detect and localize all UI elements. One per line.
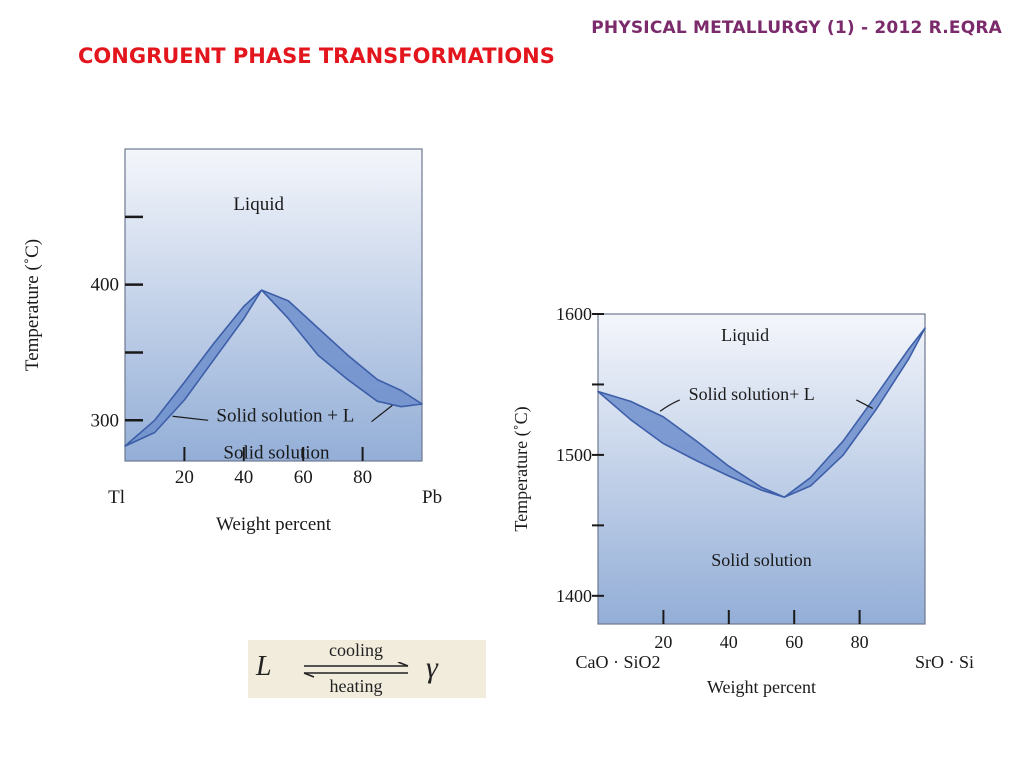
two-phase-region bbox=[597, 327, 926, 498]
transformation-equation: L cooling heating γ bbox=[248, 640, 486, 698]
y-axis-label: Temperature (˚C) bbox=[511, 406, 532, 531]
x-tick-label: 20 bbox=[654, 632, 672, 652]
plot-area bbox=[597, 313, 926, 625]
end-label-left: Tl bbox=[108, 487, 125, 508]
annotation-leader-left bbox=[172, 415, 209, 421]
phase-diagram-tl-pb: 300 400 20 40 60 80 Tl Pb Weight percent Temperat… bbox=[10, 135, 450, 545]
region-annotation: Liquid bbox=[721, 325, 769, 345]
equation-heating-label: heating bbox=[329, 676, 383, 696]
x-axis-label: Weight percent bbox=[216, 514, 332, 535]
region-annotation: Solid solution bbox=[711, 550, 812, 570]
y-tick-label: 1500 bbox=[556, 445, 592, 465]
x-tick-label: 80 bbox=[851, 632, 869, 652]
slide-header: PHYSICAL METALLURGY (1) - 2012 R.EQRA bbox=[591, 18, 1002, 38]
region-annotation: Liquid bbox=[233, 194, 284, 215]
x-tick-label: 60 bbox=[785, 632, 803, 652]
equation-cooling-label: cooling bbox=[329, 640, 383, 660]
y-tick-label: 300 bbox=[91, 410, 120, 431]
x-tick-label: 20 bbox=[175, 467, 194, 488]
chart-svg-1: 300 400 20 40 60 80 Tl Pb Weight percent Temperat… bbox=[22, 148, 442, 535]
equation-lhs: L bbox=[256, 651, 272, 682]
region-annotation: Solid solution+ L bbox=[689, 384, 815, 404]
annotation-leader-left bbox=[659, 399, 680, 412]
annotation-leader-right bbox=[371, 404, 393, 423]
annotation-leader-right bbox=[856, 399, 873, 409]
y-tick-label: 400 bbox=[91, 275, 120, 296]
region-annotation: Solid solution + L bbox=[216, 406, 354, 427]
y-tick-label: 1400 bbox=[556, 586, 592, 606]
x-axis-label: Weight percent bbox=[707, 677, 816, 697]
equation-rhs: γ bbox=[426, 651, 438, 684]
x-tick-label: 40 bbox=[234, 467, 253, 488]
end-label-right: Pb bbox=[422, 487, 442, 508]
y-tick-label: 1600 bbox=[556, 304, 592, 324]
x-tick-label: 60 bbox=[294, 467, 313, 488]
region-annotation: Solid solution bbox=[223, 442, 330, 463]
end-label-left: CaO · SiO2 bbox=[576, 652, 661, 672]
two-phase-region bbox=[124, 289, 423, 447]
slide-title: CONGRUENT PHASE TRANSFORMATIONS bbox=[78, 44, 555, 68]
x-tick-label: 80 bbox=[353, 467, 372, 488]
end-label-right: SrO · Si bbox=[915, 652, 974, 672]
double-arrow-icon bbox=[303, 662, 409, 678]
chart-svg-2: 1400 1500 1600 20 40 60 80 CaO · SiO2 SrO · Si We… bbox=[511, 304, 974, 697]
phase-diagram-cao-sro: 1400 1500 1600 20 40 60 80 CaO · SiO2 SrO · Si We… bbox=[505, 290, 974, 710]
y-axis-label: Temperature (˚C) bbox=[22, 239, 43, 371]
x-tick-label: 40 bbox=[720, 632, 738, 652]
